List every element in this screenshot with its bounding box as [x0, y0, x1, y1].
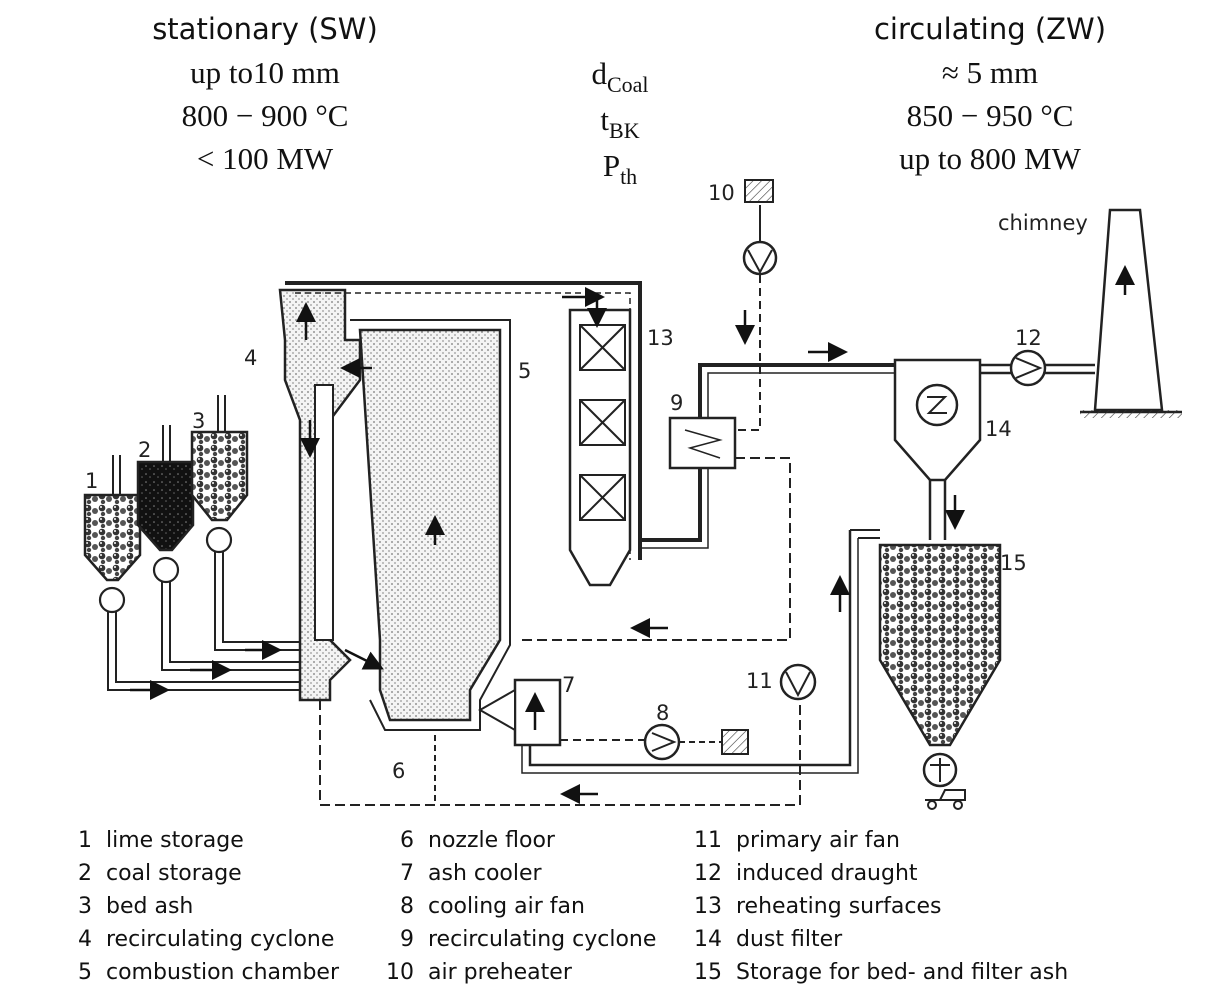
- circulating-power: up to 800 MW: [899, 141, 1081, 176]
- legend-number: 7: [400, 861, 414, 886]
- legend-number: 12: [694, 861, 722, 886]
- chimney: [1093, 208, 1164, 412]
- parameter-symbols: dCoal tBK Pth: [540, 52, 700, 190]
- stationary-power: < 100 MW: [196, 141, 334, 176]
- legend-label: air preheater: [428, 960, 572, 985]
- legend-item: 7 ash cooler: [380, 861, 656, 894]
- symbol-temperature: tBK: [600, 102, 640, 143]
- air-inlet-filter: [744, 179, 774, 203]
- legend-item: 3 bed ash: [62, 894, 339, 927]
- legend-label: recirculating cyclone: [106, 927, 335, 952]
- label-13: 13: [647, 326, 674, 350]
- legend-label: reheating surfaces: [736, 894, 942, 919]
- legend-number: 14: [694, 927, 722, 952]
- label-10: 10: [708, 181, 735, 205]
- legend-number: 13: [694, 894, 722, 919]
- legend-number: 15: [694, 960, 722, 985]
- stationary-grain-size: up to10 mm: [190, 55, 340, 90]
- label-8: 8: [656, 701, 669, 725]
- label-2: 2: [138, 438, 151, 462]
- symbol-coal-diameter: dCoal: [591, 56, 649, 97]
- legend-number: 9: [400, 927, 414, 952]
- combustion-chamber: [358, 328, 502, 722]
- legend-label: ash cooler: [428, 861, 542, 886]
- legend-number: 10: [386, 960, 414, 985]
- legend-item: 9 recirculating cyclone: [380, 927, 656, 960]
- label-3: 3: [192, 409, 205, 433]
- bed-ash-silo: [190, 430, 249, 522]
- label-7: 7: [562, 673, 575, 697]
- legend-number: 11: [694, 828, 722, 853]
- label-12: 12: [1015, 326, 1042, 350]
- legend-item: 11 primary air fan: [680, 828, 1068, 861]
- stationary-temperature: 800 − 900 °C: [181, 98, 349, 133]
- circulating-title: circulating (ZW): [873, 12, 1107, 46]
- air-preheater: [668, 416, 737, 470]
- legend-number: 4: [78, 927, 92, 952]
- legend-number: 8: [400, 894, 414, 919]
- circulating-parameters: circulating (ZW) ≈ 5 mm 850 − 950 °C up …: [840, 8, 1140, 180]
- label-4: 4: [244, 346, 257, 370]
- legend-item: 1 lime storage: [62, 828, 339, 861]
- stationary-parameters: stationary (SW) up to10 mm 800 − 900 °C …: [110, 8, 420, 180]
- legend-number: 1: [78, 828, 92, 853]
- label-6: 6: [392, 759, 405, 783]
- legend-column-3: 11 primary air fan 12 induced draught 13 rehe…: [680, 828, 1068, 993]
- legend-label: combustion chamber: [106, 960, 339, 985]
- reheating-surfaces: [579, 324, 626, 521]
- label-1: 1: [85, 469, 98, 493]
- coal-storage-silo: [136, 460, 195, 552]
- air-preheater-fan-icon: [742, 240, 778, 276]
- legend-label: coal storage: [106, 861, 242, 886]
- legend-item: 10 air preheater: [380, 960, 656, 993]
- legend-label: cooling air fan: [428, 894, 585, 919]
- label-5: 5: [518, 359, 531, 383]
- circulating-temperature: 850 − 950 °C: [906, 98, 1074, 133]
- legend-item: 15 Storage for bed- and filter ash: [680, 960, 1068, 993]
- cooling-air-inlet: [721, 729, 749, 755]
- legend-label: lime storage: [106, 828, 244, 853]
- legend-label: bed ash: [106, 894, 194, 919]
- label-15: 15: [1000, 551, 1027, 575]
- legend-item: 14 dust filter: [680, 927, 1068, 960]
- legend-item: 12 induced draught: [680, 861, 1068, 894]
- label-9: 9: [670, 391, 683, 415]
- ash-storage-bunker: [878, 543, 1002, 747]
- label-14: 14: [985, 417, 1012, 441]
- symbol-power: Pth: [602, 148, 638, 189]
- legend-number: 3: [78, 894, 92, 919]
- chimney-label: chimney: [998, 211, 1088, 235]
- legend-item: 6 nozzle floor: [380, 828, 656, 861]
- ash-cooler: [513, 678, 562, 747]
- legend-label: recirculating cyclone: [428, 927, 657, 952]
- legend-column-1: 1 lime storage 2 coal storage 3 bed ash 4 recir…: [62, 828, 339, 993]
- legend-item: 13 reheating surfaces: [680, 894, 1068, 927]
- stationary-title: stationary (SW): [152, 12, 378, 46]
- reheating-column: [568, 308, 632, 587]
- legend-item: 5 combustion chamber: [62, 960, 339, 993]
- legend-label: primary air fan: [736, 828, 900, 853]
- legend-item: 8 cooling air fan: [380, 894, 656, 927]
- legend-label: dust filter: [736, 927, 843, 952]
- circulating-grain-size: ≈ 5 mm: [941, 55, 1039, 90]
- lime-storage-silo: [83, 493, 142, 582]
- legend-number: 6: [400, 828, 414, 853]
- legend-label: induced draught: [736, 861, 918, 886]
- legend-item: 4 recirculating cyclone: [62, 927, 339, 960]
- legend-column-2: 6 nozzle floor 7 ash cooler 8 cooling air fan…: [380, 828, 656, 993]
- legend-item: 2 coal storage: [62, 861, 339, 894]
- legend-number: 2: [78, 861, 92, 886]
- legend-number: 5: [78, 960, 92, 985]
- primary-air-fan-icon: [779, 663, 817, 701]
- legend-label: nozzle floor: [428, 828, 555, 853]
- label-11: 11: [746, 669, 773, 693]
- legend-label: Storage for bed- and filter ash: [736, 960, 1069, 985]
